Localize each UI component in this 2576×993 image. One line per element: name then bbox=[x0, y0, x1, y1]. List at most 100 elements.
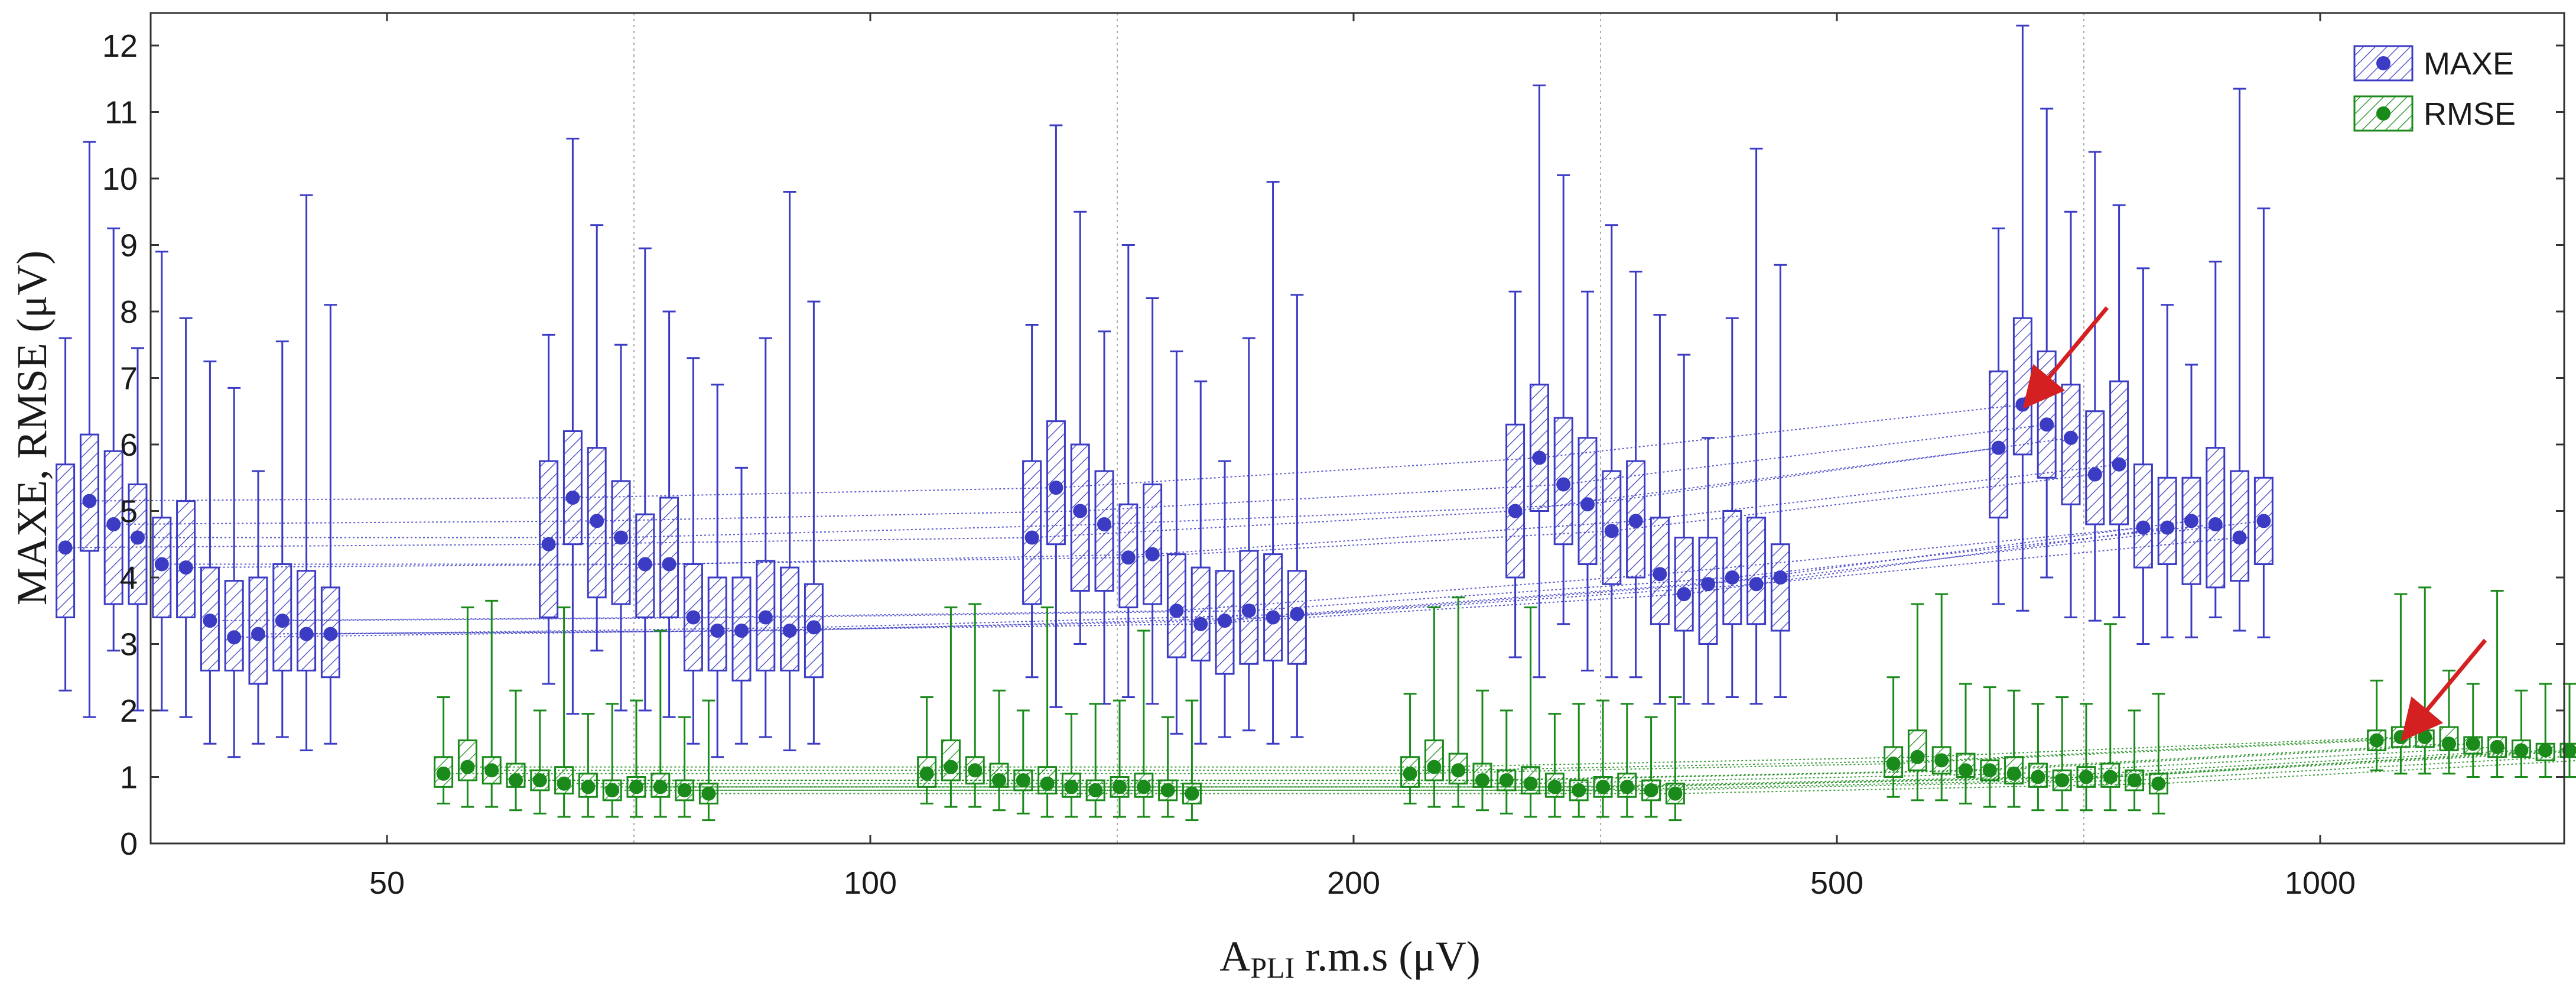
maxe-mean-marker bbox=[2184, 514, 2198, 528]
maxe-mean-marker bbox=[299, 627, 314, 641]
y-tick-label: 3 bbox=[120, 627, 138, 663]
rmse-mean-marker bbox=[2442, 736, 2456, 751]
rmse-mean-marker bbox=[484, 763, 499, 778]
annotation-arrow-maxe bbox=[2022, 306, 2109, 410]
rmse-mean-marker bbox=[1475, 773, 1489, 788]
maxe-mean-marker bbox=[275, 614, 290, 628]
mean-connector-maxe bbox=[89, 404, 2023, 502]
rmse-mean-marker bbox=[2418, 730, 2432, 744]
mean-connector-maxe bbox=[113, 424, 2047, 525]
y-tick-label: 12 bbox=[102, 28, 138, 64]
mean-connector-maxe bbox=[234, 527, 2168, 638]
rmse-mean-marker bbox=[1136, 780, 1151, 794]
maxe-mean-marker bbox=[2160, 520, 2175, 535]
rmse-mean-marker bbox=[2079, 770, 2093, 784]
y-tick-label: 10 bbox=[102, 161, 138, 197]
maxe-mean-marker bbox=[1677, 587, 1692, 602]
rmse-mean-marker bbox=[2538, 743, 2553, 758]
maxe-mean-marker bbox=[1749, 577, 1764, 592]
maxe-mean-marker bbox=[1266, 610, 1280, 625]
box-layer bbox=[56, 24, 2576, 822]
maxe-mean-marker bbox=[58, 540, 73, 555]
maxe-box bbox=[1722, 510, 1742, 625]
rmse-mean-marker bbox=[2127, 773, 2142, 788]
maxe-box bbox=[562, 430, 583, 546]
maxe-box bbox=[2109, 380, 2129, 525]
rmse-mean-marker bbox=[2031, 770, 2045, 784]
maxe-mean-marker bbox=[541, 537, 556, 551]
y-tick-label: 6 bbox=[120, 427, 138, 463]
maxe-mean-marker bbox=[1580, 497, 1595, 512]
maxe-box bbox=[2012, 317, 2032, 456]
mean-connector-maxe bbox=[210, 527, 2144, 622]
maxe-mean-marker bbox=[203, 614, 217, 628]
legend-label-maxe: MAXE bbox=[2424, 46, 2514, 82]
maxe-box bbox=[2230, 470, 2250, 582]
maxe-box bbox=[1191, 566, 1211, 662]
rmse-mean-marker bbox=[1644, 783, 1658, 797]
rmse-mean-marker bbox=[992, 773, 1006, 788]
legend-marker-rmse bbox=[2376, 106, 2390, 121]
y-axis-title: MAXE, RMSE (μV) bbox=[8, 251, 56, 606]
maxe-mean-marker bbox=[1725, 570, 1739, 585]
maxe-mean-marker bbox=[106, 517, 121, 531]
rmse-mean-marker bbox=[605, 783, 620, 797]
x-tick-label: 50 bbox=[369, 865, 405, 901]
maxe-mean-marker bbox=[2256, 514, 2271, 528]
rmse-mean-marker bbox=[968, 763, 983, 778]
x-tick-label: 1000 bbox=[2285, 865, 2356, 901]
rmse-mean-marker bbox=[436, 766, 451, 781]
maxe-mean-marker bbox=[1701, 577, 1715, 592]
x-tick-label: 500 bbox=[1810, 865, 1863, 901]
maxe-mean-marker bbox=[1121, 550, 1136, 565]
maxe-mean-marker bbox=[686, 610, 701, 625]
mean-connector-maxe bbox=[65, 447, 1999, 549]
rmse-mean-marker bbox=[1088, 783, 1103, 797]
rmse-mean-marker bbox=[2151, 776, 2166, 791]
x-axis-title-main: A bbox=[1219, 933, 1250, 980]
x-axis-ticks: 50 100 200 500 1000 bbox=[369, 13, 2356, 901]
maxe-mean-marker bbox=[1097, 517, 1111, 531]
rmse-mean-marker bbox=[1982, 763, 1997, 778]
rmse-mean-marker bbox=[557, 776, 571, 791]
plot-frame bbox=[149, 12, 2565, 845]
y-tick-label: 0 bbox=[120, 826, 138, 862]
maxe-mean-marker bbox=[1024, 530, 1039, 545]
rmse-mean-marker bbox=[2490, 739, 2505, 754]
maxe-mean-marker bbox=[1169, 603, 1184, 618]
rmse-mean-marker bbox=[2514, 743, 2529, 758]
maxe-mean-marker bbox=[1290, 606, 1305, 621]
maxe-mean-marker bbox=[131, 530, 145, 545]
legend-marker-maxe bbox=[2376, 56, 2390, 70]
maxe-mean-marker bbox=[1991, 440, 2006, 455]
x-axis-title-rest: r.m.s (μV) bbox=[1294, 933, 1481, 980]
rmse-mean-marker bbox=[919, 766, 934, 781]
x-axis-title: APLI r.m.s (μV) bbox=[1219, 933, 1481, 984]
maxe-mean-marker bbox=[1241, 603, 1256, 618]
rmse-mean-marker bbox=[1185, 786, 1199, 801]
rmse-mean-marker bbox=[2006, 766, 2021, 781]
maxe-mean-marker bbox=[251, 627, 265, 641]
y-tick-label: 11 bbox=[105, 95, 138, 131]
mean-connector-maxe bbox=[138, 437, 2071, 538]
annotation-arrows bbox=[2022, 306, 2487, 742]
rmse-mean-marker bbox=[2393, 730, 2408, 744]
rmse-mean-marker bbox=[629, 780, 643, 794]
maxe-mean-marker bbox=[758, 610, 773, 625]
rmse-mean-marker bbox=[1040, 776, 1055, 791]
maxe-mean-marker bbox=[2112, 457, 2126, 472]
maxe-mean-marker bbox=[565, 491, 580, 505]
mean-connector-maxe bbox=[330, 520, 2264, 635]
maxe-box bbox=[176, 500, 196, 618]
rmse-mean-marker bbox=[1499, 773, 1514, 788]
maxe-box bbox=[297, 570, 317, 671]
rmse-mean-marker bbox=[1668, 786, 1683, 801]
maxe-mean-marker bbox=[1773, 570, 1788, 585]
maxe-mean-marker bbox=[2064, 430, 2078, 445]
y-tick-label: 9 bbox=[120, 228, 138, 264]
maxe-mean-marker bbox=[614, 530, 628, 545]
y-tick-label: 7 bbox=[120, 361, 138, 397]
maxe-box bbox=[1746, 517, 1767, 625]
rmse-mean-marker bbox=[1160, 783, 1175, 797]
